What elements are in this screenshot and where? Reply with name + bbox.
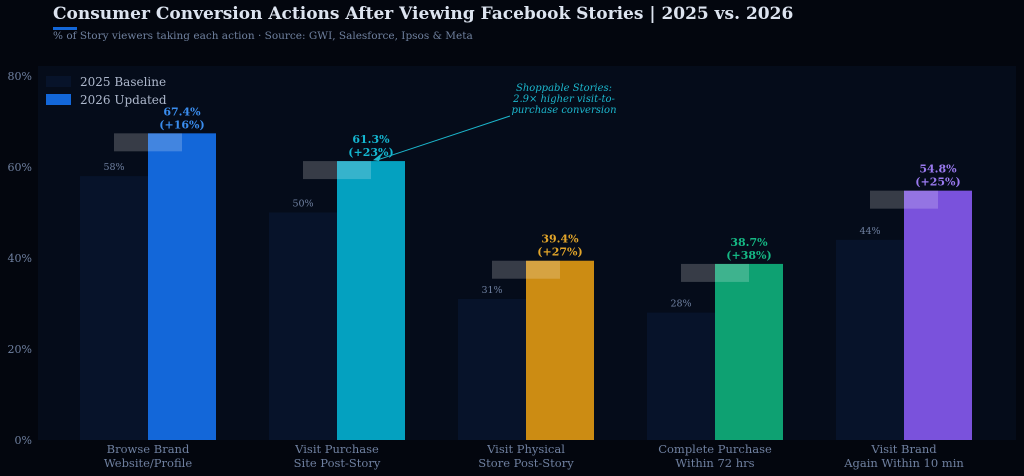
updated-bar xyxy=(148,133,216,440)
legend-label-baseline: 2025 Baseline xyxy=(80,75,166,89)
chart-subtitle: % of Story viewers taking each action · … xyxy=(53,30,473,42)
updated-value-label: 39.4% xyxy=(541,233,579,246)
updated-value-label: 54.8% xyxy=(919,163,957,176)
updated-value-label: 67.4% xyxy=(163,105,201,118)
legend-swatch-updated xyxy=(46,94,71,105)
category-label-line: Within 72 hrs xyxy=(675,456,754,470)
annotation-text: Shoppable Stories: 2.9× higher visit-to-p… xyxy=(511,83,616,116)
change-label: (+23%) xyxy=(348,146,393,159)
updated-value-label: 38.7% xyxy=(730,236,768,249)
y-tick-label: 60% xyxy=(8,161,32,174)
updated-bar xyxy=(526,260,594,440)
legend-label-updated: 2026 Updated xyxy=(80,93,167,107)
updated-value-label: 61.3% xyxy=(352,133,390,146)
y-tick-label: 80% xyxy=(8,70,32,83)
category-label-line: Site Post-Story xyxy=(294,456,381,470)
category-label-line: Browse Brand xyxy=(107,442,190,456)
annotation-arrow-line xyxy=(376,115,511,161)
change-label: (+25%) xyxy=(915,176,960,189)
category-label: Visit Brand Again Within 10 min xyxy=(843,442,964,470)
category-label-line: Store Post-Story xyxy=(478,456,574,470)
change-label: (+38%) xyxy=(726,249,771,262)
legend: 2025 Baseline 2026 Updated xyxy=(46,75,167,107)
legend-swatch-baseline xyxy=(46,76,71,87)
baseline-value-label: 28% xyxy=(670,299,691,310)
chart-title: Consumer Conversion Actions After Viewin… xyxy=(53,4,793,24)
previous-level-marker xyxy=(114,133,182,152)
change-label: (+27%) xyxy=(537,246,582,259)
y-tick-label: 20% xyxy=(8,343,32,356)
baseline-value-label: 44% xyxy=(859,226,880,237)
y-tick-label: 40% xyxy=(8,252,32,265)
y-tick-label: 0% xyxy=(15,434,32,447)
baseline-value-label: 31% xyxy=(481,285,502,296)
x-axis: Browse Brand Website/Profile Visit Purchas… xyxy=(104,442,965,470)
previous-level-marker xyxy=(492,260,560,279)
category-label-line: Complete Purchase xyxy=(658,442,772,456)
category-label: Visit Physical Store Post-Story xyxy=(478,442,574,470)
category-label-line: Again Within 10 min xyxy=(843,456,964,470)
baseline-bar xyxy=(458,298,526,440)
previous-level-marker xyxy=(870,190,938,209)
annotation-text-line: Shoppable Stories: xyxy=(516,83,612,94)
baseline-bar xyxy=(269,212,337,440)
baseline-bar xyxy=(836,239,904,440)
annotation-text-line: purchase conversion xyxy=(511,105,616,116)
previous-level-marker xyxy=(681,263,749,282)
annotation-arrow-head xyxy=(373,153,382,162)
category-label-line: Website/Profile xyxy=(104,456,192,470)
baseline-value-label: 50% xyxy=(292,199,313,210)
y-axis: 0% 20% 40% 60% 80% xyxy=(8,70,32,447)
category-label: Browse Brand Website/Profile xyxy=(104,442,192,470)
updated-bar xyxy=(904,190,972,440)
baseline-bar xyxy=(80,176,148,440)
title-accent-bar xyxy=(53,27,77,30)
baseline-bar xyxy=(647,312,715,440)
updated-bar xyxy=(337,161,405,440)
baseline-value-label: 58% xyxy=(103,162,124,173)
category-label-line: Visit Physical xyxy=(486,442,565,456)
annotation-text-line: 2.9× higher visit-to- xyxy=(512,94,615,105)
previous-level-marker xyxy=(303,161,371,180)
category-label-line: Visit Brand xyxy=(870,442,937,456)
bars: 58% 67.4%(+16%) 50% 61.3%(+23%) 31% 39.4%(+27… xyxy=(80,105,972,440)
category-label: Visit Purchase Site Post-Story xyxy=(294,442,381,470)
annotation: Shoppable Stories: 2.9× higher visit-to-p… xyxy=(373,83,617,162)
updated-bar xyxy=(715,263,783,440)
category-label-line: Visit Purchase xyxy=(294,442,379,456)
category-label: Complete Purchase Within 72 hrs xyxy=(658,442,772,470)
change-label: (+16%) xyxy=(159,118,204,131)
